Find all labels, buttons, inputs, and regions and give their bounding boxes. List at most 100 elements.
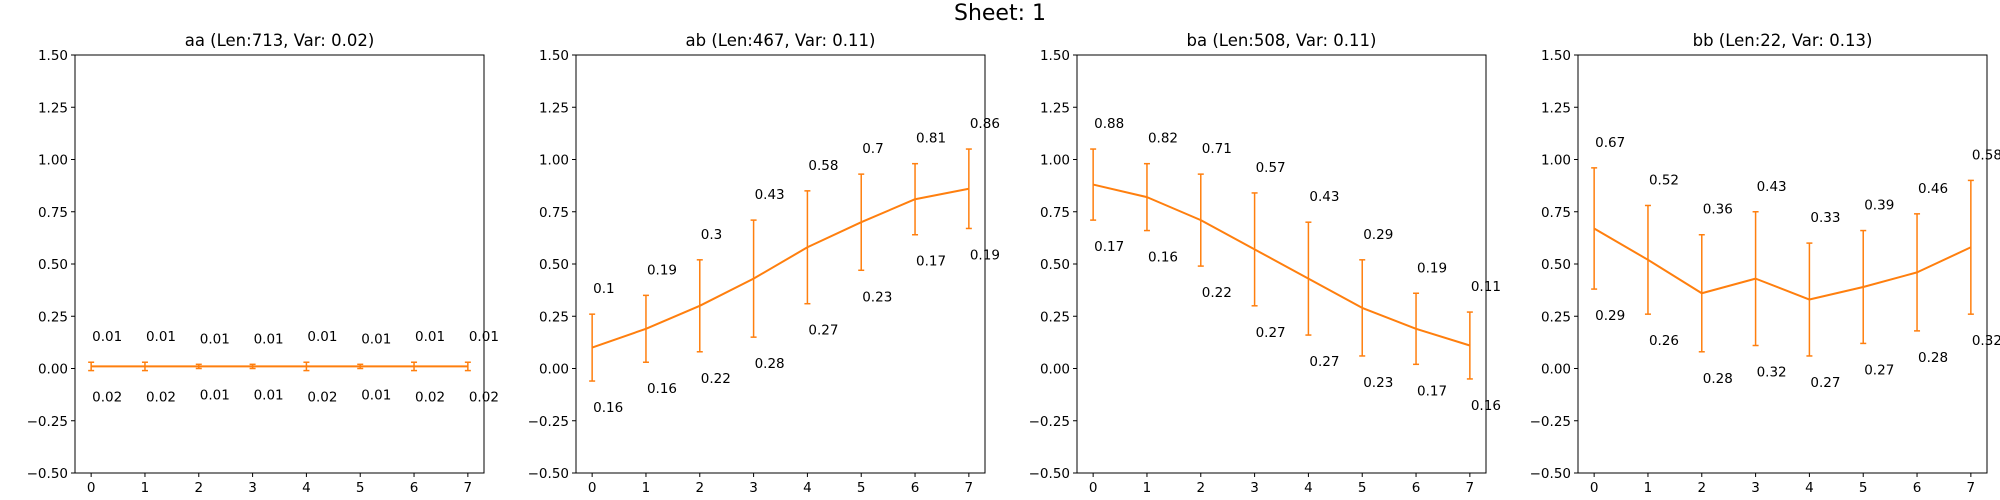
error-label: 0.16 <box>647 381 677 397</box>
error-label: 0.23 <box>862 289 892 305</box>
mean-label: 0.36 <box>1703 202 1733 218</box>
y-tick-label: 1.25 <box>539 100 569 116</box>
mean-label: 0.01 <box>307 329 337 345</box>
axes-frame <box>1577 54 1988 474</box>
y-tick-label: 0.75 <box>539 205 569 221</box>
mean-label: 0.43 <box>1757 179 1787 195</box>
error-label: 0.22 <box>1202 285 1232 301</box>
x-tick-label: 2 <box>1196 480 1205 496</box>
mean-label: 0.67 <box>1595 135 1625 151</box>
error-label: 0.29 <box>1595 308 1625 324</box>
subplot-title: ba (Len:508, Var: 0.11) <box>1187 31 1377 50</box>
x-tick-label: 1 <box>642 480 651 496</box>
error-label: 0.01 <box>361 388 391 404</box>
series-line <box>1092 183 1471 347</box>
subplot-4: bb (Len:22, Var: 0.13) −0.50 −0.25 0.00 0.25… <box>1530 31 2000 496</box>
mean-label: 0.01 <box>200 331 230 347</box>
subplot-title: bb (Len:22, Var: 0.13) <box>1693 31 1873 50</box>
error-label: 0.17 <box>1417 383 1447 399</box>
error-label: 0.16 <box>1148 250 1178 266</box>
y-tick-label: 1.50 <box>1040 48 1070 64</box>
mean-label: 0.19 <box>1417 260 1447 276</box>
mean-label: 0.7 <box>862 141 883 157</box>
mean-label: 0.39 <box>1864 198 1894 214</box>
mean-label: 0.01 <box>361 331 391 347</box>
y-tick-label: 0.00 <box>38 362 68 378</box>
mean-label: 0.01 <box>146 329 176 345</box>
mean-label: 0.58 <box>808 158 838 174</box>
error-label: 0.27 <box>1864 362 1894 378</box>
mean-label: 0.43 <box>755 187 785 203</box>
error-label: 0.27 <box>1309 354 1339 370</box>
subplot-1: aa (Len:713, Var: 0.02) −0.50 −0.25 0.00 0.2… <box>27 31 499 496</box>
mean-label: 0.01 <box>254 331 284 347</box>
x-tick-label: 6 <box>911 480 920 496</box>
error-label: 0.01 <box>200 388 230 404</box>
x-tick-label: 0 <box>1590 480 1599 496</box>
x-tick-label: 2 <box>695 480 704 496</box>
figure-suptitle: Sheet: 1 <box>954 1 1046 26</box>
series-line <box>591 187 970 349</box>
mean-label: 0.19 <box>647 262 677 278</box>
y-tick-label: −0.25 <box>528 414 569 430</box>
mean-label: 0.57 <box>1256 160 1286 176</box>
y-tick-label: −0.50 <box>1530 466 1571 482</box>
mean-label: 0.33 <box>1810 210 1840 226</box>
y-tick-label: 0.00 <box>539 362 569 378</box>
x-tick-label: 6 <box>1412 480 1421 496</box>
subplot-2: ab (Len:467, Var: 0.11) −0.50 −0.25 0.00 0.2… <box>528 31 1000 496</box>
error-label: 0.17 <box>1094 239 1124 255</box>
x-tick-label: 5 <box>857 480 866 496</box>
subplot-grid: aa (Len:713, Var: 0.02) −0.50 −0.25 0.00 0.2… <box>27 31 2000 496</box>
y-tick-label: 1.50 <box>539 48 569 64</box>
x-tick-label: 4 <box>1805 480 1814 496</box>
mean-label: 0.1 <box>593 281 614 297</box>
error-label: 0.17 <box>916 254 946 270</box>
error-label: 0.28 <box>1703 371 1733 387</box>
x-tick-label: 7 <box>1967 480 1976 496</box>
x-tick-label: 3 <box>749 480 758 496</box>
y-tick-label: 1.25 <box>38 100 68 116</box>
y-tick-label: −0.25 <box>1530 414 1571 430</box>
error-label: 0.27 <box>1810 375 1840 391</box>
mean-label: 0.43 <box>1309 189 1339 205</box>
y-tick-label: −0.50 <box>1029 466 1070 482</box>
y-tick-label: 0.00 <box>1040 362 1070 378</box>
y-tick-label: 0.50 <box>1541 257 1571 273</box>
x-tick-label: 3 <box>1751 480 1760 496</box>
series-line <box>1593 227 1972 301</box>
mean-label: 0.88 <box>1094 116 1124 132</box>
mean-label: 0.81 <box>916 131 946 147</box>
mean-label: 0.82 <box>1148 131 1178 147</box>
y-tick-label: 1.00 <box>1541 153 1571 169</box>
y-tick-label: 1.50 <box>1541 48 1571 64</box>
y-tick-label: 0.25 <box>539 309 569 325</box>
x-tick-label: 2 <box>1697 480 1706 496</box>
mean-label: 0.71 <box>1202 141 1232 157</box>
y-tick-label: 1.50 <box>38 48 68 64</box>
y-tick-label: −0.50 <box>27 466 68 482</box>
x-tick-label: 2 <box>194 480 203 496</box>
mean-label: 0.52 <box>1649 172 1679 188</box>
x-tick-label: 5 <box>356 480 365 496</box>
error-label: 0.02 <box>146 390 176 406</box>
y-tick-label: 0.50 <box>539 257 569 273</box>
x-tick-label: 1 <box>1644 480 1653 496</box>
mean-label: 0.46 <box>1918 181 1948 197</box>
y-tick-label: −0.25 <box>27 414 68 430</box>
x-tick-label: 7 <box>965 480 974 496</box>
y-tick-label: 0.75 <box>1040 205 1070 221</box>
y-tick-label: 0.75 <box>1541 205 1571 221</box>
error-label: 0.28 <box>755 356 785 372</box>
x-tick-label: 1 <box>141 480 150 496</box>
mean-label: 0.3 <box>701 227 722 243</box>
mean-label: 0.01 <box>415 329 445 345</box>
y-tick-label: 0.25 <box>1040 309 1070 325</box>
x-tick-label: 3 <box>1250 480 1259 496</box>
y-tick-label: 0.25 <box>38 309 68 325</box>
axes-frame <box>1076 54 1487 474</box>
x-tick-label: 0 <box>588 480 597 496</box>
error-label: 0.02 <box>307 390 337 406</box>
error-label: 0.22 <box>701 371 731 387</box>
error-label: 0.32 <box>1972 333 2000 349</box>
